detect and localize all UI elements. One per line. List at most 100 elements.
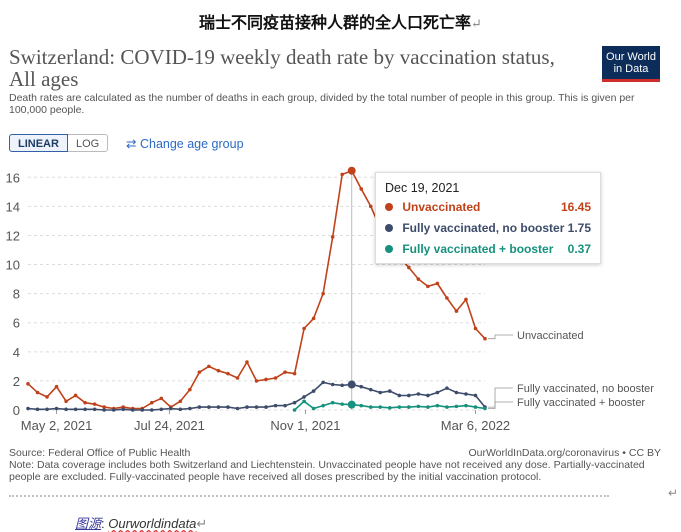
series-label-fully-vaccinated-no-booster: Fully vaccinated, no booster <box>517 383 654 395</box>
chart-title: Switzerland: COVID-19 weekly death rate … <box>9 45 555 91</box>
chart-subtitle: Death rates are calculated as the number… <box>9 92 635 116</box>
data-point <box>311 389 316 393</box>
data-point <box>302 395 306 399</box>
source-text: Source: Federal Office of Public Health <box>9 447 191 459</box>
data-point <box>426 405 430 409</box>
data-point <box>292 408 297 412</box>
hover-point <box>347 400 356 409</box>
y-tick-label: 0 <box>13 403 20 418</box>
data-point <box>273 403 278 408</box>
log-button[interactable]: LOG <box>67 134 109 152</box>
data-point <box>483 336 487 341</box>
linear-button[interactable]: LINEAR <box>9 134 68 152</box>
logo-line-2: in Data <box>613 63 649 75</box>
data-point <box>130 408 135 412</box>
owid-logo[interactable]: Our World in Data <box>602 46 660 82</box>
data-point <box>407 265 411 270</box>
hover-tooltip: Dec 19, 2021 Unvaccinated 16.45 Fully va… <box>375 172 601 264</box>
data-point <box>45 395 49 399</box>
footnote: Note: Data coverage includes both Switze… <box>9 459 645 483</box>
data-point <box>111 408 116 412</box>
swap-arrows-icon: ⇄ <box>126 137 137 151</box>
data-point <box>311 406 316 411</box>
data-point <box>254 379 259 383</box>
data-point <box>54 384 59 389</box>
data-point <box>178 407 183 412</box>
data-point <box>149 400 154 405</box>
series-points <box>26 166 487 412</box>
data-point <box>445 296 449 300</box>
data-point <box>407 393 411 398</box>
tooltip-label: Fully vaccinated + booster <box>402 242 554 256</box>
return-mark: ↵ <box>196 516 208 531</box>
data-point <box>473 393 478 398</box>
return-mark: ↵ <box>668 486 679 500</box>
tooltip-value: 16.45 <box>560 200 591 214</box>
data-point <box>321 403 325 408</box>
data-point <box>83 407 87 412</box>
data-point <box>54 406 59 411</box>
data-point <box>483 406 487 411</box>
y-tick-label: 8 <box>13 287 20 302</box>
image-caption: 图源: Ourworldindata↵ <box>75 513 207 532</box>
data-point <box>445 386 449 390</box>
y-tick-label: 16 <box>6 170 20 185</box>
data-point <box>149 408 154 412</box>
data-point <box>235 376 240 380</box>
data-point <box>197 370 202 374</box>
data-point <box>197 405 202 409</box>
series-dot-icon <box>385 224 393 232</box>
data-point <box>226 371 230 376</box>
x-tick-labels: May 2, 2021 Jul 24, 2021 Nov 1, 2021 Mar 6,… <box>21 418 510 433</box>
data-point <box>292 371 297 376</box>
x-tick-label: Mar 6, 2022 <box>441 418 510 433</box>
data-point <box>426 393 430 398</box>
data-point <box>73 393 78 398</box>
tooltip-label: Fully vaccinated, no booster <box>402 221 565 235</box>
data-point <box>140 408 145 412</box>
series-label-connector <box>488 334 513 340</box>
data-point <box>35 390 40 395</box>
y-tick-label: 12 <box>6 228 20 243</box>
data-point <box>83 400 87 405</box>
data-point <box>464 297 468 302</box>
data-point <box>368 387 373 392</box>
data-point <box>321 291 325 296</box>
data-point <box>435 390 440 395</box>
data-point <box>435 281 440 286</box>
series-dot-icon <box>385 203 393 211</box>
hover-point <box>347 166 356 175</box>
data-point <box>226 405 230 409</box>
data-point <box>387 389 392 393</box>
data-point <box>92 407 97 412</box>
data-point <box>416 404 421 409</box>
data-point <box>454 309 459 313</box>
data-point <box>426 284 430 289</box>
data-point <box>121 407 126 412</box>
scale-toggle: LINEAR LOG <box>9 134 109 152</box>
tooltip-row-booster: Fully vaccinated + booster 0.37 <box>385 242 591 258</box>
caption-prefix: 图源 <box>75 517 102 532</box>
document-title-text: 瑞士不同疫苗接种人群的全人口死亡率 <box>199 13 472 32</box>
caption-source-link[interactable]: Ourworldindata <box>108 516 197 531</box>
data-point <box>26 382 30 386</box>
data-point <box>102 408 106 412</box>
change-age-group-link[interactable]: ⇄ Change age group <box>126 136 244 151</box>
data-point <box>283 370 287 374</box>
data-point <box>397 393 402 398</box>
data-point <box>473 326 478 331</box>
data-point <box>359 384 364 389</box>
data-point <box>64 399 68 404</box>
data-point <box>264 405 268 409</box>
data-point <box>330 382 335 387</box>
data-point <box>64 407 68 412</box>
data-point <box>264 377 268 382</box>
series-label-connector <box>488 401 513 409</box>
data-point <box>387 406 392 410</box>
data-point <box>340 402 344 406</box>
change-age-group-label: Change age group <box>139 137 244 151</box>
data-point <box>407 405 411 409</box>
data-point <box>235 406 240 411</box>
attribution-link[interactable]: OurWorldInData.org/coronavirus • CC BY <box>468 447 661 459</box>
y-tick-label: 2 <box>13 374 20 389</box>
